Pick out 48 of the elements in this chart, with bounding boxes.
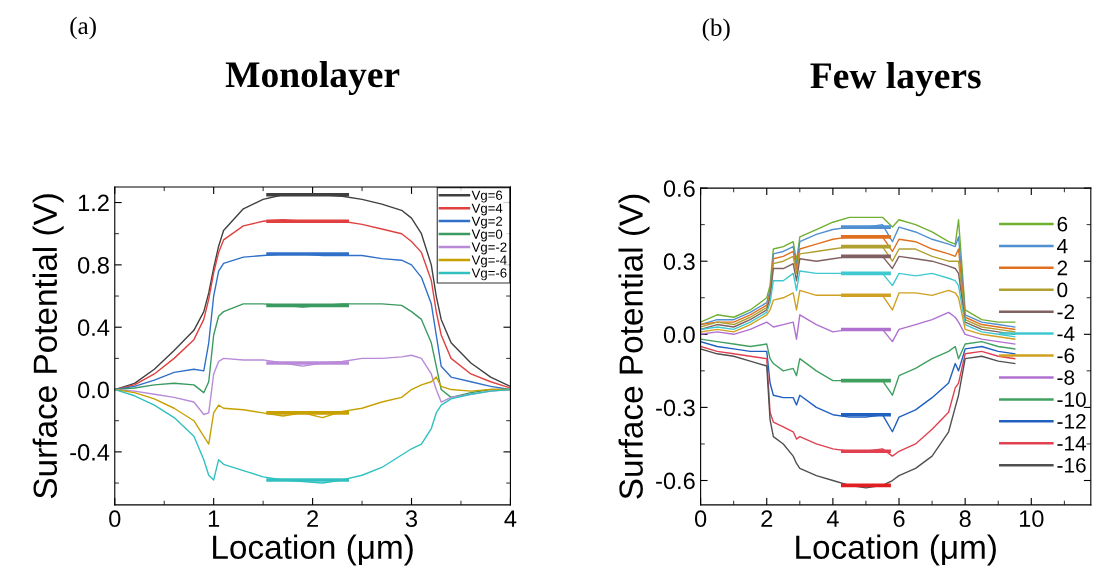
y-tick-label: -0.6 — [656, 472, 695, 490]
legend-label: -14 — [1057, 436, 1087, 451]
y-tick-label: -0.4 — [70, 443, 110, 461]
y-tick-label: 0.3 — [663, 253, 695, 270]
x-tick-label: 2 — [761, 510, 773, 527]
chart-title: Few layers — [810, 62, 981, 97]
legend-label: -6 — [1057, 348, 1075, 364]
legend-label: Vg=2 — [471, 216, 503, 229]
x-tick-label: 0 — [694, 510, 707, 528]
y-tick-label: 0.0 — [663, 326, 695, 344]
legend-label: -8 — [1057, 370, 1075, 385]
x-axis-title: Location (μm) — [796, 534, 996, 566]
legend-label: Vg=6 — [471, 190, 503, 203]
legend-label: Vg=-4 — [471, 255, 507, 268]
x-axis-title: Location (μm) — [213, 534, 413, 566]
legend-label: Vg=-2 — [471, 242, 507, 255]
legend-label: 6 — [1057, 216, 1068, 232]
x-tick-label: 4 — [504, 510, 517, 527]
legend-label: 0 — [1057, 282, 1068, 298]
x-tick-label: 8 — [959, 510, 971, 528]
x-tick-label: 10 — [1019, 510, 1044, 528]
y-tick-label: 0.6 — [663, 180, 695, 197]
y-axis-title: Surface Potential (V) — [32, 194, 64, 499]
legend-label: -12 — [1057, 414, 1086, 429]
legend-label: -10 — [1057, 392, 1086, 407]
x-tick-label: 6 — [893, 510, 905, 528]
y-tick-label: 0.4 — [78, 319, 110, 336]
y-tick-label: 0.8 — [78, 256, 109, 274]
legend-label: 4 — [1057, 238, 1068, 254]
x-tick-label: 1 — [208, 510, 220, 527]
y-tick-label: 1.2 — [78, 194, 109, 212]
legend-label: -2 — [1057, 304, 1075, 319]
y-tick-label: -0.3 — [656, 399, 695, 417]
chart-title: Monolayer — [225, 60, 400, 96]
y-axis-title: Surface Potential (V) — [618, 194, 650, 499]
x-tick-label: 2 — [307, 510, 318, 527]
legend-label: Vg=-6 — [471, 268, 507, 281]
legend-label: 2 — [1057, 260, 1068, 276]
legend-label: Vg=4 — [471, 203, 503, 216]
text: (a) — [70, 16, 96, 40]
x-tick-label: 4 — [826, 510, 839, 527]
text: (b) — [702, 18, 730, 42]
legend-label: Vg=0 — [471, 229, 503, 242]
legend-label: -4 — [1057, 326, 1075, 341]
legend-label: -16 — [1057, 457, 1086, 473]
x-tick-label: 3 — [405, 510, 418, 528]
x-tick-label: 0 — [109, 510, 121, 528]
y-tick-label: 0.0 — [78, 381, 109, 399]
